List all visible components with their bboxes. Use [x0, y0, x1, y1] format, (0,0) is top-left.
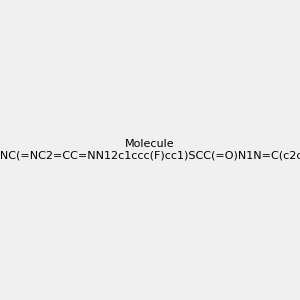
Text: Molecule
O=C1NC(=NC2=CC=NN12c1ccc(F)cc1)SCC(=O)N1N=C(c2cccs...: Molecule O=C1NC(=NC2=CC=NN12c1ccc(F)cc1)… — [0, 139, 300, 161]
